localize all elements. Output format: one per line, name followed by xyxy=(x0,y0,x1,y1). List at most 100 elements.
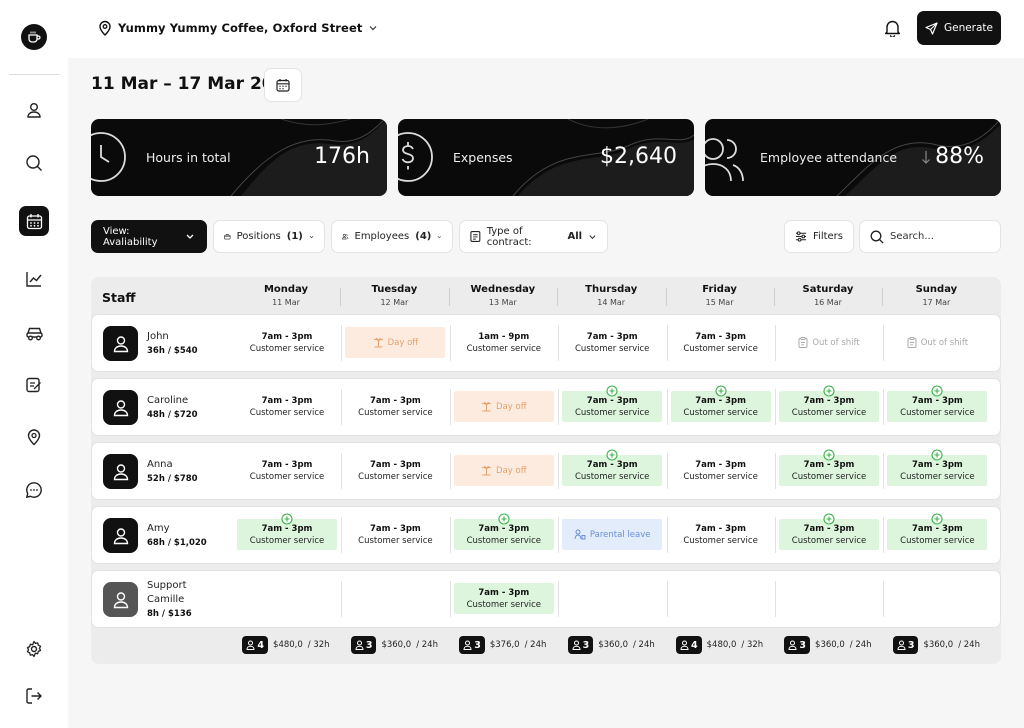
empty-cell[interactable] xyxy=(779,583,879,614)
plus-circle-icon[interactable] xyxy=(823,449,835,461)
filters-button[interactable]: Filters xyxy=(784,220,854,253)
shift-cell[interactable]: 7am - 3pm Customer service xyxy=(237,327,337,358)
shift-cell[interactable]: 7am - 3pm Customer service xyxy=(779,385,879,422)
plus-circle-icon[interactable] xyxy=(715,385,727,397)
empty-cell[interactable] xyxy=(671,583,771,614)
positions-filter[interactable]: Positions (1) xyxy=(213,220,325,253)
header-divider xyxy=(882,288,884,306)
shift-cell[interactable]: 7am - 3pm Customer service xyxy=(671,519,771,550)
empty-cell[interactable] xyxy=(345,583,445,614)
user-icon xyxy=(246,640,255,650)
table-row: Amy 68h / $1,020 7am - 3pm Customer service… xyxy=(91,506,1001,564)
contract-type-filter[interactable]: Type of contract: All xyxy=(459,220,608,253)
day-date: 17 Mar xyxy=(922,298,951,307)
notifications-button[interactable] xyxy=(884,19,901,41)
day-off-cell[interactable]: Day off xyxy=(453,391,554,422)
user-icon xyxy=(113,463,128,480)
positions-count: (1) xyxy=(286,231,303,242)
sidebar-item-calendar[interactable] xyxy=(19,206,49,236)
avatar[interactable] xyxy=(103,454,138,489)
employee-name: John xyxy=(147,331,169,342)
avatar[interactable] xyxy=(103,390,138,425)
shift-cell[interactable]: 1am - 9pm Customer service xyxy=(454,327,554,358)
sidebar xyxy=(0,0,68,728)
shift-cell[interactable]: 7am - 3pm Customer service xyxy=(671,455,771,486)
shift-cell[interactable]: 7am - 3pm Customer service xyxy=(779,449,879,486)
plus-circle-icon[interactable] xyxy=(498,513,510,525)
date-picker-button[interactable] xyxy=(264,68,302,102)
plus-circle-icon[interactable] xyxy=(281,513,293,525)
hours-total-value: 176h xyxy=(314,144,370,169)
shift-role: Customer service xyxy=(466,344,542,354)
shift-cell[interactable]: 7am - 3pm Customer service xyxy=(453,583,554,614)
shift-cell[interactable]: 7am - 3pm Customer service xyxy=(562,385,663,422)
sidebar-item-messages[interactable] xyxy=(19,475,49,505)
shift-role: Customer service xyxy=(683,472,758,482)
shift-role: Customer service xyxy=(791,536,867,546)
shift-cell[interactable]: 7am - 3pm Customer service xyxy=(345,455,445,486)
plus-circle-icon[interactable] xyxy=(823,513,835,525)
employees-filter[interactable]: Employees (4) xyxy=(331,220,453,253)
sidebar-item-locations[interactable] xyxy=(19,422,49,452)
empty-cell[interactable] xyxy=(237,583,337,614)
plus-circle-icon[interactable] xyxy=(931,385,943,397)
shift-cell[interactable]: 7am - 3pm Customer service xyxy=(562,449,663,486)
positions-label: Positions xyxy=(236,231,281,242)
shift-cell[interactable]: 7am - 3pm Customer service xyxy=(671,327,771,358)
avatar[interactable] xyxy=(103,518,138,553)
shift-cell[interactable]: 7am - 3pm Customer service xyxy=(887,513,988,550)
sidebar-item-analytics[interactable] xyxy=(19,264,49,294)
out-of-shift-cell[interactable]: Out of shift xyxy=(887,327,987,358)
coffee-logo-icon[interactable] xyxy=(21,24,47,50)
location-selector[interactable]: Yummy Yummy Coffee, Oxford Street xyxy=(98,20,378,36)
daily-total: 3 $376,0 / 24h xyxy=(449,635,557,655)
search-input[interactable]: Search... xyxy=(859,220,1001,253)
sidebar-item-settings[interactable] xyxy=(19,634,49,664)
empty-cell[interactable] xyxy=(562,583,662,614)
plus-circle-icon[interactable] xyxy=(823,385,835,397)
shift-cell[interactable]: 7am - 3pm Customer service xyxy=(453,513,554,550)
staff-count-badge: 3 xyxy=(784,636,811,654)
shift-cell[interactable]: 7am - 3pm Customer service xyxy=(345,391,445,422)
sidebar-item-logout[interactable] xyxy=(19,681,49,711)
shift-cell[interactable]: 7am - 3pm Customer service xyxy=(887,385,988,422)
view-selector[interactable]: View: Avaliability xyxy=(91,220,207,253)
parental-leave-cell[interactable]: Parental leave xyxy=(562,519,663,550)
cell-divider xyxy=(775,517,776,553)
shift-cell[interactable]: 7am - 3pm Customer service xyxy=(345,519,445,550)
total-amount: $480,0 xyxy=(273,640,303,650)
clock-icon xyxy=(91,132,126,182)
shift-role: Customer service xyxy=(900,472,975,482)
day-off-cell[interactable]: Day off xyxy=(345,327,446,358)
empty-cell[interactable] xyxy=(887,583,987,614)
plus-circle-icon[interactable] xyxy=(606,385,618,397)
out-of-shift-cell[interactable]: Out of shift xyxy=(779,327,879,358)
plus-circle-icon[interactable] xyxy=(606,449,618,461)
generate-button[interactable]: Generate xyxy=(917,11,1001,45)
avatar[interactable] xyxy=(103,326,138,361)
daily-total: 3 $360,0 / 24h xyxy=(557,635,665,655)
sidebar-item-tasks[interactable] xyxy=(19,370,49,400)
shift-cell[interactable]: 7am - 3pm Customer service xyxy=(562,327,662,358)
shift-cell[interactable]: 7am - 3pm Customer service xyxy=(779,513,879,550)
day-name: Friday xyxy=(702,284,737,295)
shift-cell[interactable]: 7am - 3pm Customer service xyxy=(237,391,337,422)
plus-circle-icon[interactable] xyxy=(931,449,943,461)
shift-cell[interactable]: 7am - 3pm Customer service xyxy=(670,385,771,422)
shift-cell[interactable]: 7am - 3pm Customer service xyxy=(237,513,337,550)
day-off-cell[interactable]: Day off xyxy=(453,455,554,486)
search-icon xyxy=(870,230,884,243)
shift-cell[interactable]: 7am - 3pm Customer service xyxy=(237,455,337,486)
sidebar-item-profile[interactable] xyxy=(19,95,49,125)
sidebar-item-search[interactable] xyxy=(19,148,49,178)
avatar[interactable] xyxy=(103,582,138,617)
total-hours: / 24h xyxy=(849,640,872,650)
employee-name: Anna xyxy=(147,459,173,470)
calendar-icon xyxy=(276,79,290,92)
shift-cell[interactable]: 7am - 3pm Customer service xyxy=(887,449,988,486)
edit-document-icon xyxy=(26,377,41,393)
plus-circle-icon[interactable] xyxy=(931,513,943,525)
total-hours: / 24h xyxy=(416,640,438,650)
sidebar-item-delivery[interactable] xyxy=(19,318,49,348)
shift-time: 7am - 3pm xyxy=(586,332,638,342)
